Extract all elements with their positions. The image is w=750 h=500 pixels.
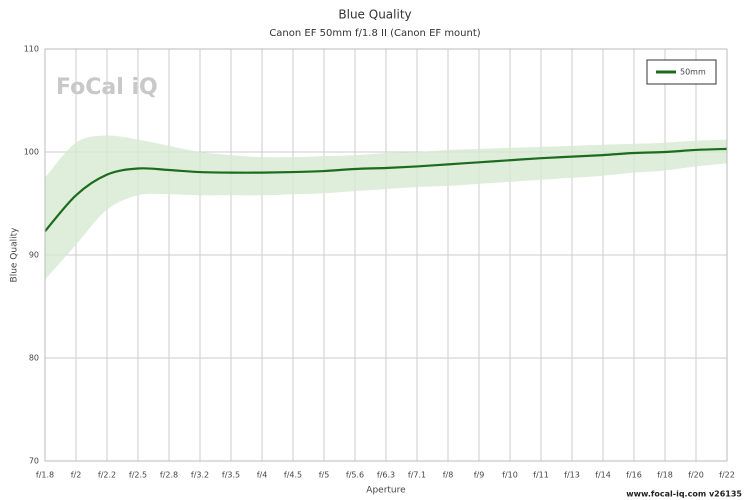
x-tick-label: f/7.1 <box>408 471 426 480</box>
x-tick-label: f/9 <box>474 471 485 480</box>
x-tick-label: f/3.2 <box>191 471 209 480</box>
x-tick-label: f/4 <box>257 471 268 480</box>
series-line <box>44 147 728 233</box>
x-tick-label: f/20 <box>688 471 704 480</box>
x-tick-label: f/13 <box>564 471 580 480</box>
footer: www.focal-iq.com v26135 <box>626 490 742 499</box>
y-axis-label: Blue Quality <box>10 227 20 283</box>
chart-subtitle: Canon EF 50mm f/1.8 II (Canon EF mount) <box>269 28 480 39</box>
x-axis-label: Aperture <box>366 486 406 496</box>
plot-border <box>44 48 728 462</box>
legend-label: 50mm <box>680 68 706 77</box>
x-tick-label: f/8 <box>443 471 454 480</box>
x-tick-label: f/2.2 <box>98 471 116 480</box>
x-tick-label: f/11 <box>533 471 549 480</box>
y-tick-label: 110 <box>24 45 39 54</box>
chart-title: Blue Quality <box>338 8 411 22</box>
x-tick-label: f/3.5 <box>222 471 240 480</box>
y-tick-label: 100 <box>24 148 39 157</box>
x-tick-label: f/16 <box>626 471 642 480</box>
x-tick-label: f/5.6 <box>346 471 364 480</box>
y-tick-label: 90 <box>29 251 39 260</box>
x-tick-label: f/2.8 <box>160 471 178 480</box>
x-tick-label: f/1.8 <box>36 471 54 480</box>
x-tick-label: f/10 <box>502 471 518 480</box>
x-tick-label: f/5 <box>319 471 330 480</box>
x-tick-label: f/4.5 <box>284 471 302 480</box>
x-tick-label: f/2 <box>71 471 82 480</box>
grid <box>44 48 728 462</box>
y-tick-label: 70 <box>29 457 39 466</box>
x-tick-label: f/18 <box>657 471 673 480</box>
y-tick-label: 80 <box>29 354 39 363</box>
x-tick-label: f/6.3 <box>377 471 395 480</box>
x-tick-label: f/14 <box>595 471 611 480</box>
x-tick-label: f/22 <box>719 471 735 480</box>
x-tick-label: f/2.5 <box>129 471 147 480</box>
